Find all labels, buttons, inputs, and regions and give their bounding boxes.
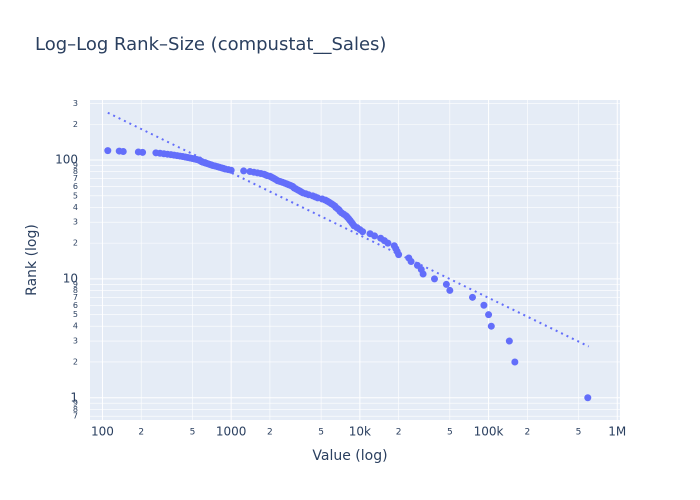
x-tick-label: 10k	[349, 425, 371, 439]
y-tick-label: 8	[73, 286, 78, 295]
y-tick-label: 5	[73, 310, 78, 319]
point	[377, 234, 385, 242]
x-axis-label: Value (log)	[312, 448, 387, 464]
y-tick-label: 2	[73, 120, 78, 129]
point	[430, 275, 438, 283]
y-tick-label: 9	[73, 280, 78, 289]
y-tick-label: 4	[73, 322, 78, 331]
y-tick-label: 9	[73, 161, 78, 170]
y-tick-label: 7	[73, 174, 78, 183]
y-tick-label: 7	[73, 293, 78, 302]
x-tick-label: 5	[576, 428, 582, 438]
point	[246, 168, 254, 176]
y-tick-label: 4	[73, 203, 78, 212]
y-tick-label: 10	[63, 271, 78, 285]
y-tick-label: 3	[73, 218, 78, 227]
plot-area	[90, 100, 620, 420]
y-axis-label: Rank (log)	[24, 224, 40, 296]
point	[505, 337, 513, 345]
point	[442, 280, 450, 288]
point	[104, 147, 112, 155]
y-tick-label: 1	[70, 390, 78, 404]
y-tick-label: 8	[73, 405, 78, 414]
x-tick-label: 5	[447, 428, 453, 438]
x-tick-label: 2	[138, 428, 144, 438]
point	[366, 230, 374, 238]
y-tick-label: 2	[73, 239, 78, 248]
x-tick-label: 2	[396, 428, 402, 438]
x-tick-label: 2	[524, 428, 530, 438]
y-tick-label: 7	[73, 412, 78, 421]
point	[468, 293, 476, 301]
point	[115, 147, 123, 155]
y-tick-label: 2	[73, 357, 78, 366]
fit-line	[107, 111, 590, 348]
point	[511, 358, 519, 366]
x-tick-label: 100	[91, 425, 114, 439]
grid	[90, 100, 620, 420]
y-tick-label: 100	[55, 153, 78, 167]
point	[134, 148, 142, 156]
point	[152, 149, 160, 157]
point	[390, 242, 398, 250]
chart-title: Log–Log Rank–Size (compustat__Sales)	[35, 34, 386, 55]
x-tick-label: 1M	[608, 425, 626, 439]
point	[240, 167, 248, 175]
x-tick-label: 100k	[474, 425, 504, 439]
x-tick-label: 5	[190, 428, 196, 438]
y-tick-label: 3	[73, 99, 78, 108]
point	[413, 261, 421, 269]
x-tick-label: 5	[318, 428, 324, 438]
point	[446, 286, 454, 294]
y-tick-label: 8	[73, 167, 78, 176]
point	[485, 311, 493, 319]
marks	[104, 111, 592, 402]
point	[584, 394, 592, 402]
y-tick-label: 6	[73, 301, 78, 310]
y-tick-label: 9	[73, 399, 78, 408]
y-tick-label: 3	[73, 337, 78, 346]
y-tick-label: 5	[73, 191, 78, 200]
x-tick-label: 2	[267, 428, 273, 438]
x-tick-label: 1000	[216, 425, 247, 439]
point	[480, 301, 488, 309]
point	[487, 322, 495, 330]
y-tick-label: 6	[73, 182, 78, 191]
